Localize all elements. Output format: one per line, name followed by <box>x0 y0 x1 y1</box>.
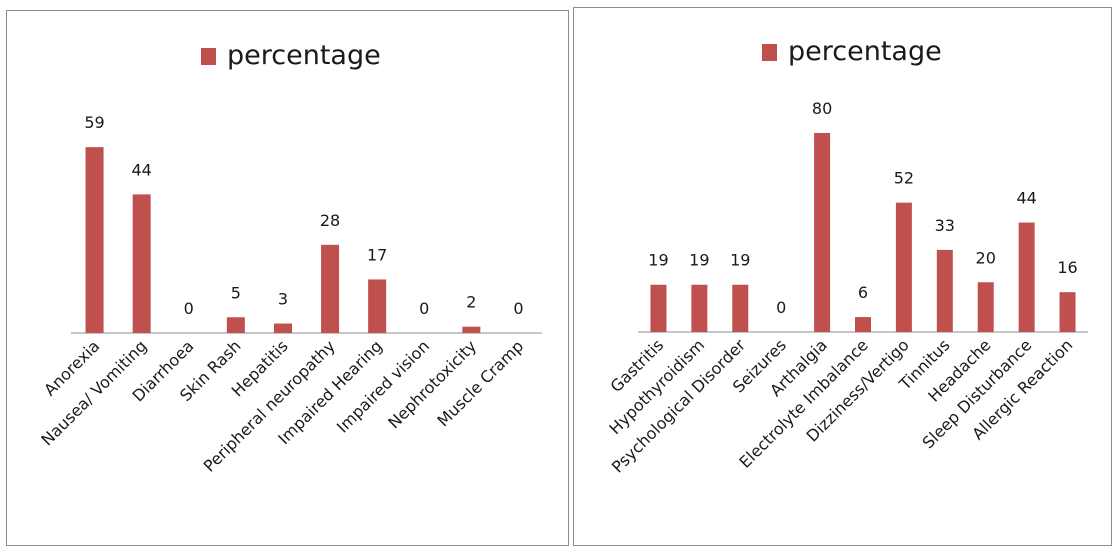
bar <box>650 284 667 332</box>
bar <box>855 317 871 332</box>
bar <box>226 317 245 333</box>
data-label: 0 <box>776 298 786 317</box>
bar <box>368 279 387 333</box>
legend: percentage <box>201 40 381 71</box>
data-label: 28 <box>320 211 340 230</box>
data-label: 0 <box>419 299 429 318</box>
data-label: 0 <box>513 299 523 318</box>
bars <box>85 147 481 333</box>
data-label: 6 <box>858 283 868 302</box>
data-label: 80 <box>812 99 832 118</box>
legend-swatch <box>201 48 216 65</box>
data-label: 52 <box>894 169 914 188</box>
bar <box>977 282 994 332</box>
bars <box>650 133 1076 332</box>
bar <box>462 326 481 333</box>
bar <box>895 202 912 332</box>
category-label: Muscle Cramp <box>433 336 527 430</box>
legend: percentage <box>762 36 942 67</box>
data-label: 44 <box>131 160 151 179</box>
legend-swatch <box>762 44 777 61</box>
data-label: 17 <box>367 245 387 264</box>
data-labels: 59 44 0 5 3 28 17 0 2 0 <box>84 113 523 318</box>
data-label: 3 <box>278 290 288 309</box>
data-label: 0 <box>184 299 194 318</box>
chart-panel-left: percentage 59 44 0 5 3 28 17 0 2 0 Anorexia Nausea/ … <box>6 10 569 546</box>
bar <box>85 147 104 333</box>
data-label: 19 <box>648 251 668 270</box>
data-label: 19 <box>730 251 750 270</box>
data-label: 5 <box>231 283 241 302</box>
data-label: 16 <box>1057 258 1077 277</box>
bar <box>732 284 749 332</box>
legend-label: percentage <box>227 40 381 71</box>
bar <box>273 323 292 333</box>
bar <box>1059 292 1076 332</box>
data-label: 20 <box>976 248 996 267</box>
data-label: 59 <box>84 113 104 132</box>
bar <box>132 194 151 333</box>
bar <box>1018 222 1035 332</box>
data-label: 2 <box>466 293 476 312</box>
chart-panel-right: percentage 19 19 19 0 80 6 52 33 20 44 16 Gastritis H… <box>573 7 1112 546</box>
data-label: 44 <box>1016 189 1036 208</box>
bar <box>936 249 953 332</box>
bar <box>814 133 831 332</box>
bar-chart-right: percentage 19 19 19 0 80 6 52 33 20 44 16 GastritisH… <box>605 36 1088 477</box>
bar-chart-left: percentage 59 44 0 5 3 28 17 0 2 0 AnorexiaNausea/ … <box>37 40 542 476</box>
data-label: 33 <box>935 216 955 235</box>
bar <box>691 284 708 332</box>
data-label: 19 <box>689 251 709 270</box>
bar <box>321 244 340 333</box>
legend-label: percentage <box>788 36 942 67</box>
data-labels: 19 19 19 0 80 6 52 33 20 44 16 <box>648 99 1077 317</box>
